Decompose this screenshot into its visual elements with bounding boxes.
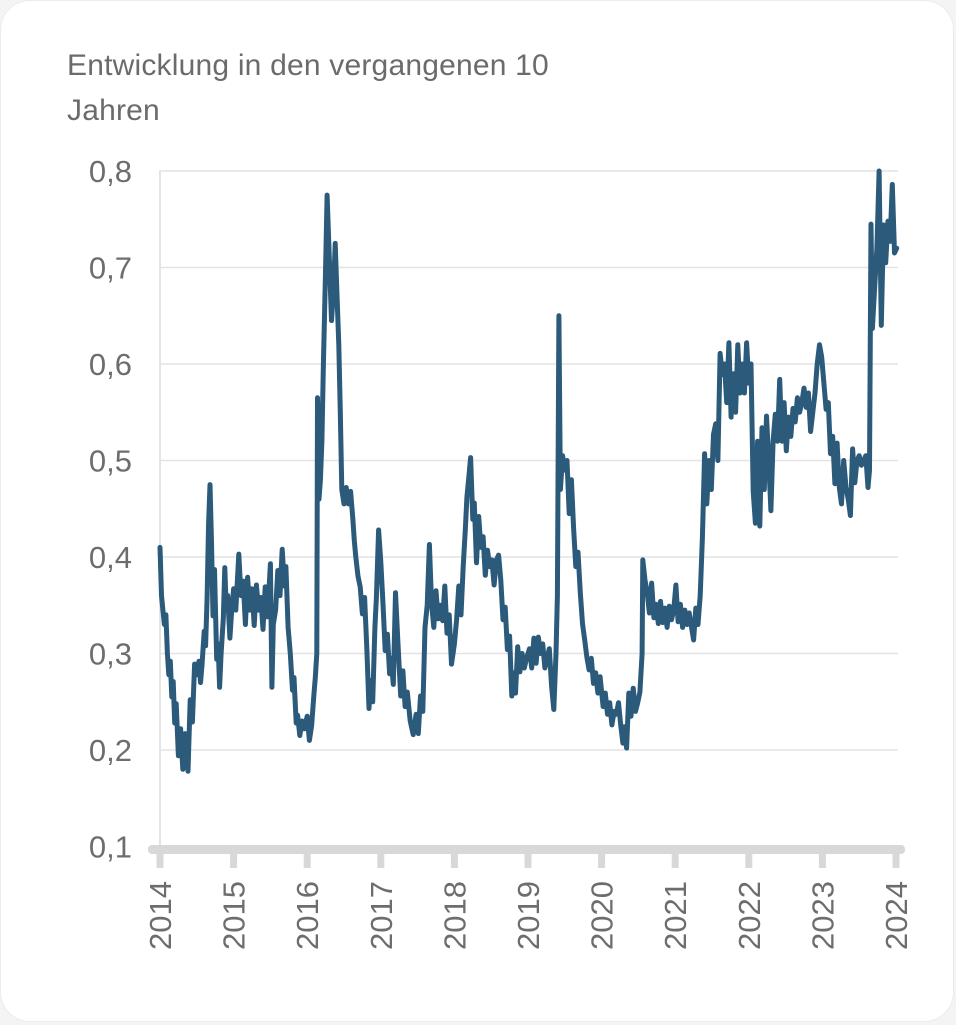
x-axis-tick-mark	[745, 852, 753, 868]
x-axis-tick-label: 2015	[217, 881, 252, 950]
x-axis-tick-mark	[450, 852, 458, 868]
x-axis-tick-label: 2019	[511, 881, 546, 950]
y-axis-tick-label: 0,4	[89, 540, 132, 575]
x-axis-tick-label: 2021	[658, 881, 693, 950]
chart-title-line-2: Jahren	[67, 94, 160, 127]
x-axis-tick-label: 2018	[437, 881, 472, 950]
y-axis-tick-label: 0,7	[89, 251, 132, 286]
x-axis-line	[148, 845, 905, 854]
x-axis-tick-mark	[377, 852, 385, 868]
x-axis-tick-label: 2020	[585, 881, 620, 950]
y-axis-tick-label: 0,1	[89, 830, 132, 865]
x-axis-tick-mark	[598, 852, 606, 868]
x-axis-tick-mark	[892, 852, 900, 868]
x-axis-tick-label: 2022	[732, 881, 767, 950]
y-axis-tick-label: 0,3	[89, 637, 132, 672]
x-axis-tick-mark	[156, 852, 164, 868]
x-axis-tick-label: 2024	[879, 881, 914, 950]
x-axis-tick-mark	[524, 852, 532, 868]
y-axis-tick-label: 0,5	[89, 444, 132, 479]
x-axis-tick-label: 2023	[805, 881, 840, 950]
price-line	[157, 168, 900, 774]
chart-title: Entwicklung in den vergangenen 10 Jahren	[67, 43, 549, 133]
y-axis-tick-label: 0,2	[89, 733, 132, 768]
chart-title-line-1: Entwicklung in den vergangenen 10	[67, 49, 549, 82]
x-axis-tick-label: 2014	[143, 881, 178, 950]
y-axis-tick-label: 0,8	[89, 154, 132, 189]
x-axis-tick-label: 2017	[364, 881, 399, 950]
x-axis-tick-mark	[230, 852, 238, 868]
x-axis-tick-mark	[671, 852, 679, 868]
x-axis-tick-mark	[818, 852, 826, 868]
y-axis-tick-label: 0,6	[89, 347, 132, 382]
x-axis-tick-label: 2016	[290, 881, 325, 950]
x-axis-tick-mark	[303, 852, 311, 868]
